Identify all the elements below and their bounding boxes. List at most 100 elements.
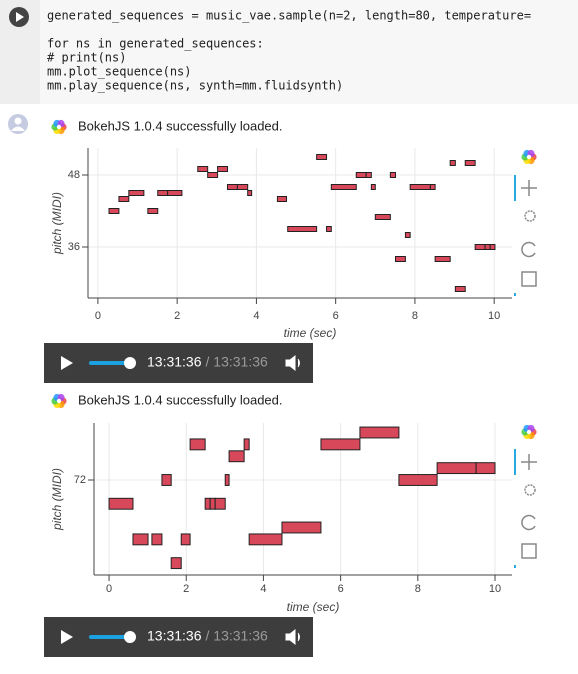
- note: [151, 533, 163, 546]
- note: [449, 160, 456, 166]
- note: [276, 196, 288, 202]
- note: [167, 190, 183, 196]
- note: [489, 244, 496, 250]
- x-tick-label: 10: [488, 310, 500, 322]
- volume-button[interactable]: [285, 628, 300, 646]
- x-tick-label: 4: [253, 310, 259, 322]
- note: [398, 474, 438, 486]
- x-tick-label: 0: [106, 583, 112, 595]
- x-tick-label: 0: [95, 310, 101, 322]
- note: [475, 462, 496, 475]
- code-line: mm.plot_sequence(ns): [47, 65, 192, 79]
- note: [287, 226, 318, 232]
- bokeh-logo-center: [56, 398, 62, 404]
- note: [180, 533, 191, 546]
- note: [108, 208, 120, 214]
- note: [409, 184, 431, 190]
- output-message: BokehJS 1.0.4 successfully loaded.: [78, 118, 283, 133]
- bokeh-logo-center: [526, 429, 532, 435]
- note: [434, 256, 451, 262]
- y-axis-label: pitch (MIDI): [50, 192, 64, 255]
- reset-tool[interactable]: [521, 514, 536, 531]
- audio-player: [44, 617, 313, 657]
- current-time: 13:31:36: [147, 628, 202, 644]
- note: [370, 184, 376, 190]
- note: [394, 256, 406, 262]
- y-axis-label: pitch (MIDI): [50, 468, 64, 531]
- code-line: mm.play_sequence(ns, synth=mm.fluidsynth…: [47, 79, 343, 93]
- note: [189, 438, 206, 451]
- bokeh-logo-center: [56, 124, 62, 130]
- progress-knob[interactable]: [124, 357, 136, 369]
- note: [464, 160, 476, 166]
- play-button[interactable]: [61, 630, 73, 644]
- note: [197, 166, 209, 172]
- note: [247, 190, 253, 196]
- note: [118, 196, 130, 202]
- note: [128, 190, 145, 196]
- note: [228, 450, 245, 463]
- note: [281, 521, 322, 534]
- code-line: # print(ns): [47, 51, 126, 65]
- note: [320, 438, 361, 451]
- note: [170, 557, 182, 570]
- note: [359, 426, 400, 439]
- y-tick-label: 48: [68, 169, 80, 181]
- note: [226, 184, 238, 190]
- x-tick-label: 2: [174, 310, 180, 322]
- note: [108, 497, 134, 510]
- note: [404, 232, 411, 238]
- note: [207, 172, 219, 178]
- x-tick-label: 2: [183, 583, 189, 595]
- note: [236, 184, 249, 190]
- x-tick-label: 4: [260, 583, 266, 595]
- y-tick-label: 72: [74, 474, 86, 486]
- x-tick-label: 6: [338, 583, 344, 595]
- note: [389, 172, 396, 178]
- note: [355, 172, 367, 178]
- y-tick-label: 36: [68, 241, 80, 253]
- current-time: 13:31:36: [147, 354, 202, 370]
- progress-knob[interactable]: [124, 631, 136, 643]
- bokeh-logo-center: [526, 154, 532, 160]
- code-editor[interactable]: [40, 0, 578, 104]
- zoom-tool[interactable]: [524, 484, 536, 496]
- avatar-body: [11, 126, 25, 131]
- note: [326, 226, 332, 232]
- note: [147, 208, 159, 214]
- note: [436, 462, 477, 475]
- note: [248, 533, 283, 546]
- note: [243, 438, 250, 451]
- note: [374, 214, 391, 220]
- note: [474, 244, 486, 250]
- note: [484, 244, 491, 250]
- avatar-head: [14, 117, 22, 125]
- pan-tool[interactable]: [521, 180, 537, 196]
- code-line: generated_sequences = music_vae.sample(n…: [47, 9, 531, 23]
- zoom-tool[interactable]: [524, 210, 536, 222]
- note: [214, 497, 226, 510]
- play-button[interactable]: [61, 356, 73, 370]
- run-icon: [16, 12, 24, 22]
- volume-button[interactable]: [285, 354, 300, 372]
- reset-tool[interactable]: [521, 241, 536, 258]
- note: [330, 184, 357, 190]
- note: [217, 166, 228, 172]
- x-tick-label: 6: [333, 310, 339, 322]
- note: [365, 172, 372, 178]
- note: [316, 154, 328, 160]
- save-tool[interactable]: [521, 543, 537, 559]
- x-tick-label: 8: [412, 310, 418, 322]
- note: [209, 497, 216, 510]
- note: [204, 497, 211, 510]
- x-axis-label: time (sec): [287, 600, 340, 614]
- note: [157, 190, 169, 196]
- duration: / 13:31:36: [206, 628, 268, 644]
- note: [161, 474, 172, 486]
- x-tick-label: 10: [489, 583, 501, 595]
- note: [132, 533, 149, 546]
- pan-tool[interactable]: [521, 454, 537, 470]
- x-axis-label: time (sec): [284, 326, 337, 340]
- save-tool[interactable]: [521, 271, 537, 287]
